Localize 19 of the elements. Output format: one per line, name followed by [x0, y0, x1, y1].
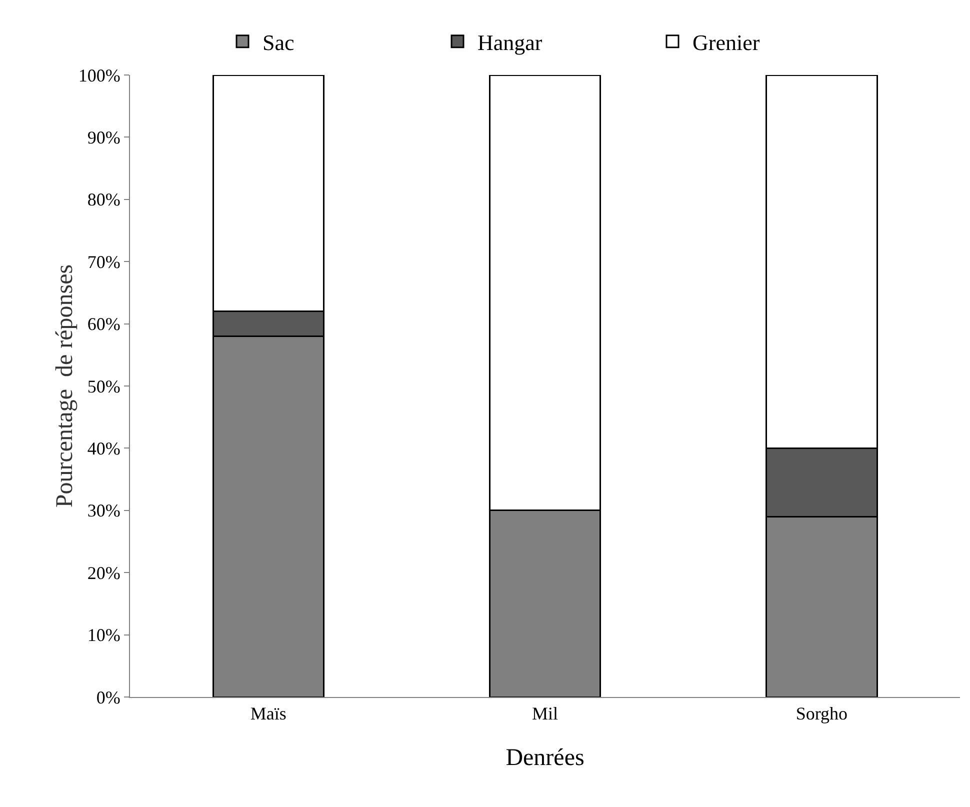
- legend-label: Grenier: [692, 30, 760, 55]
- legend-label: Sac: [262, 30, 294, 55]
- y-tick-label: 50%: [87, 376, 120, 396]
- x-tick-label: Maïs: [250, 704, 286, 724]
- y-tick-label: 60%: [87, 314, 120, 334]
- x-tick-label: Mil: [532, 704, 558, 724]
- x-tick-label: Sorgho: [796, 704, 848, 724]
- y-tick-label: 30%: [87, 500, 120, 521]
- y-tick-label: 0%: [96, 687, 120, 708]
- y-tick-label: 90%: [87, 128, 120, 148]
- x-axis-title: Denrées: [506, 744, 584, 771]
- y-tick-label: 10%: [87, 625, 120, 646]
- y-tick-label: 80%: [87, 190, 120, 210]
- legend-label: Hangar: [478, 30, 543, 55]
- y-tick-label: 20%: [87, 562, 120, 583]
- y-tick-label: 70%: [87, 252, 120, 272]
- y-axis-title: Pourcentage de réponses: [52, 264, 78, 508]
- y-tick-label: 40%: [87, 438, 120, 458]
- y-tick-label: 100%: [78, 65, 120, 86]
